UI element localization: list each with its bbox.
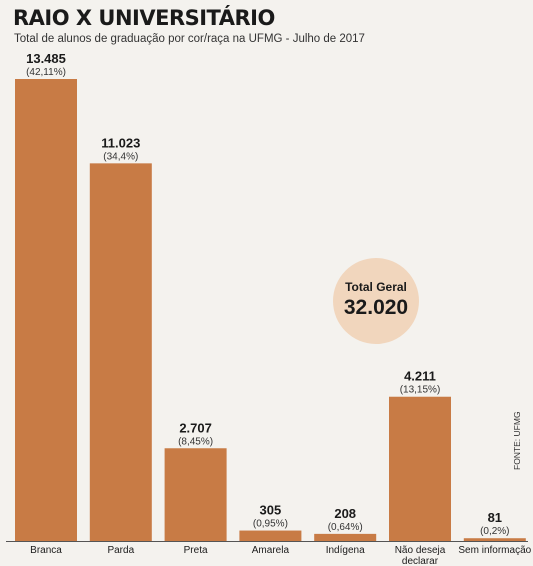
category-label-6: Sem informação [458,545,531,556]
percent-label-1: (34,4%) [103,151,138,162]
value-label-1: 11.023 [101,135,140,150]
category-label-1: Parda [107,545,134,556]
category-label-2: Preta [184,545,208,556]
percent-label-6: (0,2%) [480,526,509,537]
value-label-2: 2.707 [179,420,212,435]
bar-6 [463,538,526,541]
value-label-6: 81 [488,510,502,525]
value-label-3: 305 [260,503,282,518]
value-label-4: 208 [334,506,356,521]
category-label-3: Amarela [252,545,290,556]
bar-3 [239,530,302,541]
category-label-4: Indígena [326,545,365,556]
percent-label-2: (8,45%) [178,436,213,447]
bar-4 [314,533,377,541]
chart-subtitle: Total de alunos de graduação por cor/raç… [14,33,365,45]
bar-2 [164,448,227,541]
category-label-5: Não deseja declarar [395,545,446,566]
percent-label-4: (0,64%) [328,522,363,533]
value-label-0: 13.485 [26,51,66,66]
bar-5 [389,396,451,541]
total-value: 32.020 [343,296,409,319]
total-bubble: Total Geral 32.020 [333,258,419,344]
percent-label-5: (13,15%) [400,385,441,396]
percent-label-3: (0,95%) [253,519,288,530]
category-label-0: Branca [30,545,62,556]
bar-0 [15,79,77,541]
percent-label-0: (42,11%) [26,67,66,78]
value-label-5: 4.211 [404,369,436,384]
total-label: Total Geral [345,280,407,294]
chart-title: RAIO X UNIVERSITÁRIO [13,6,275,30]
bar-1 [89,163,152,542]
source-note: FONTE: UFMG [512,411,522,470]
